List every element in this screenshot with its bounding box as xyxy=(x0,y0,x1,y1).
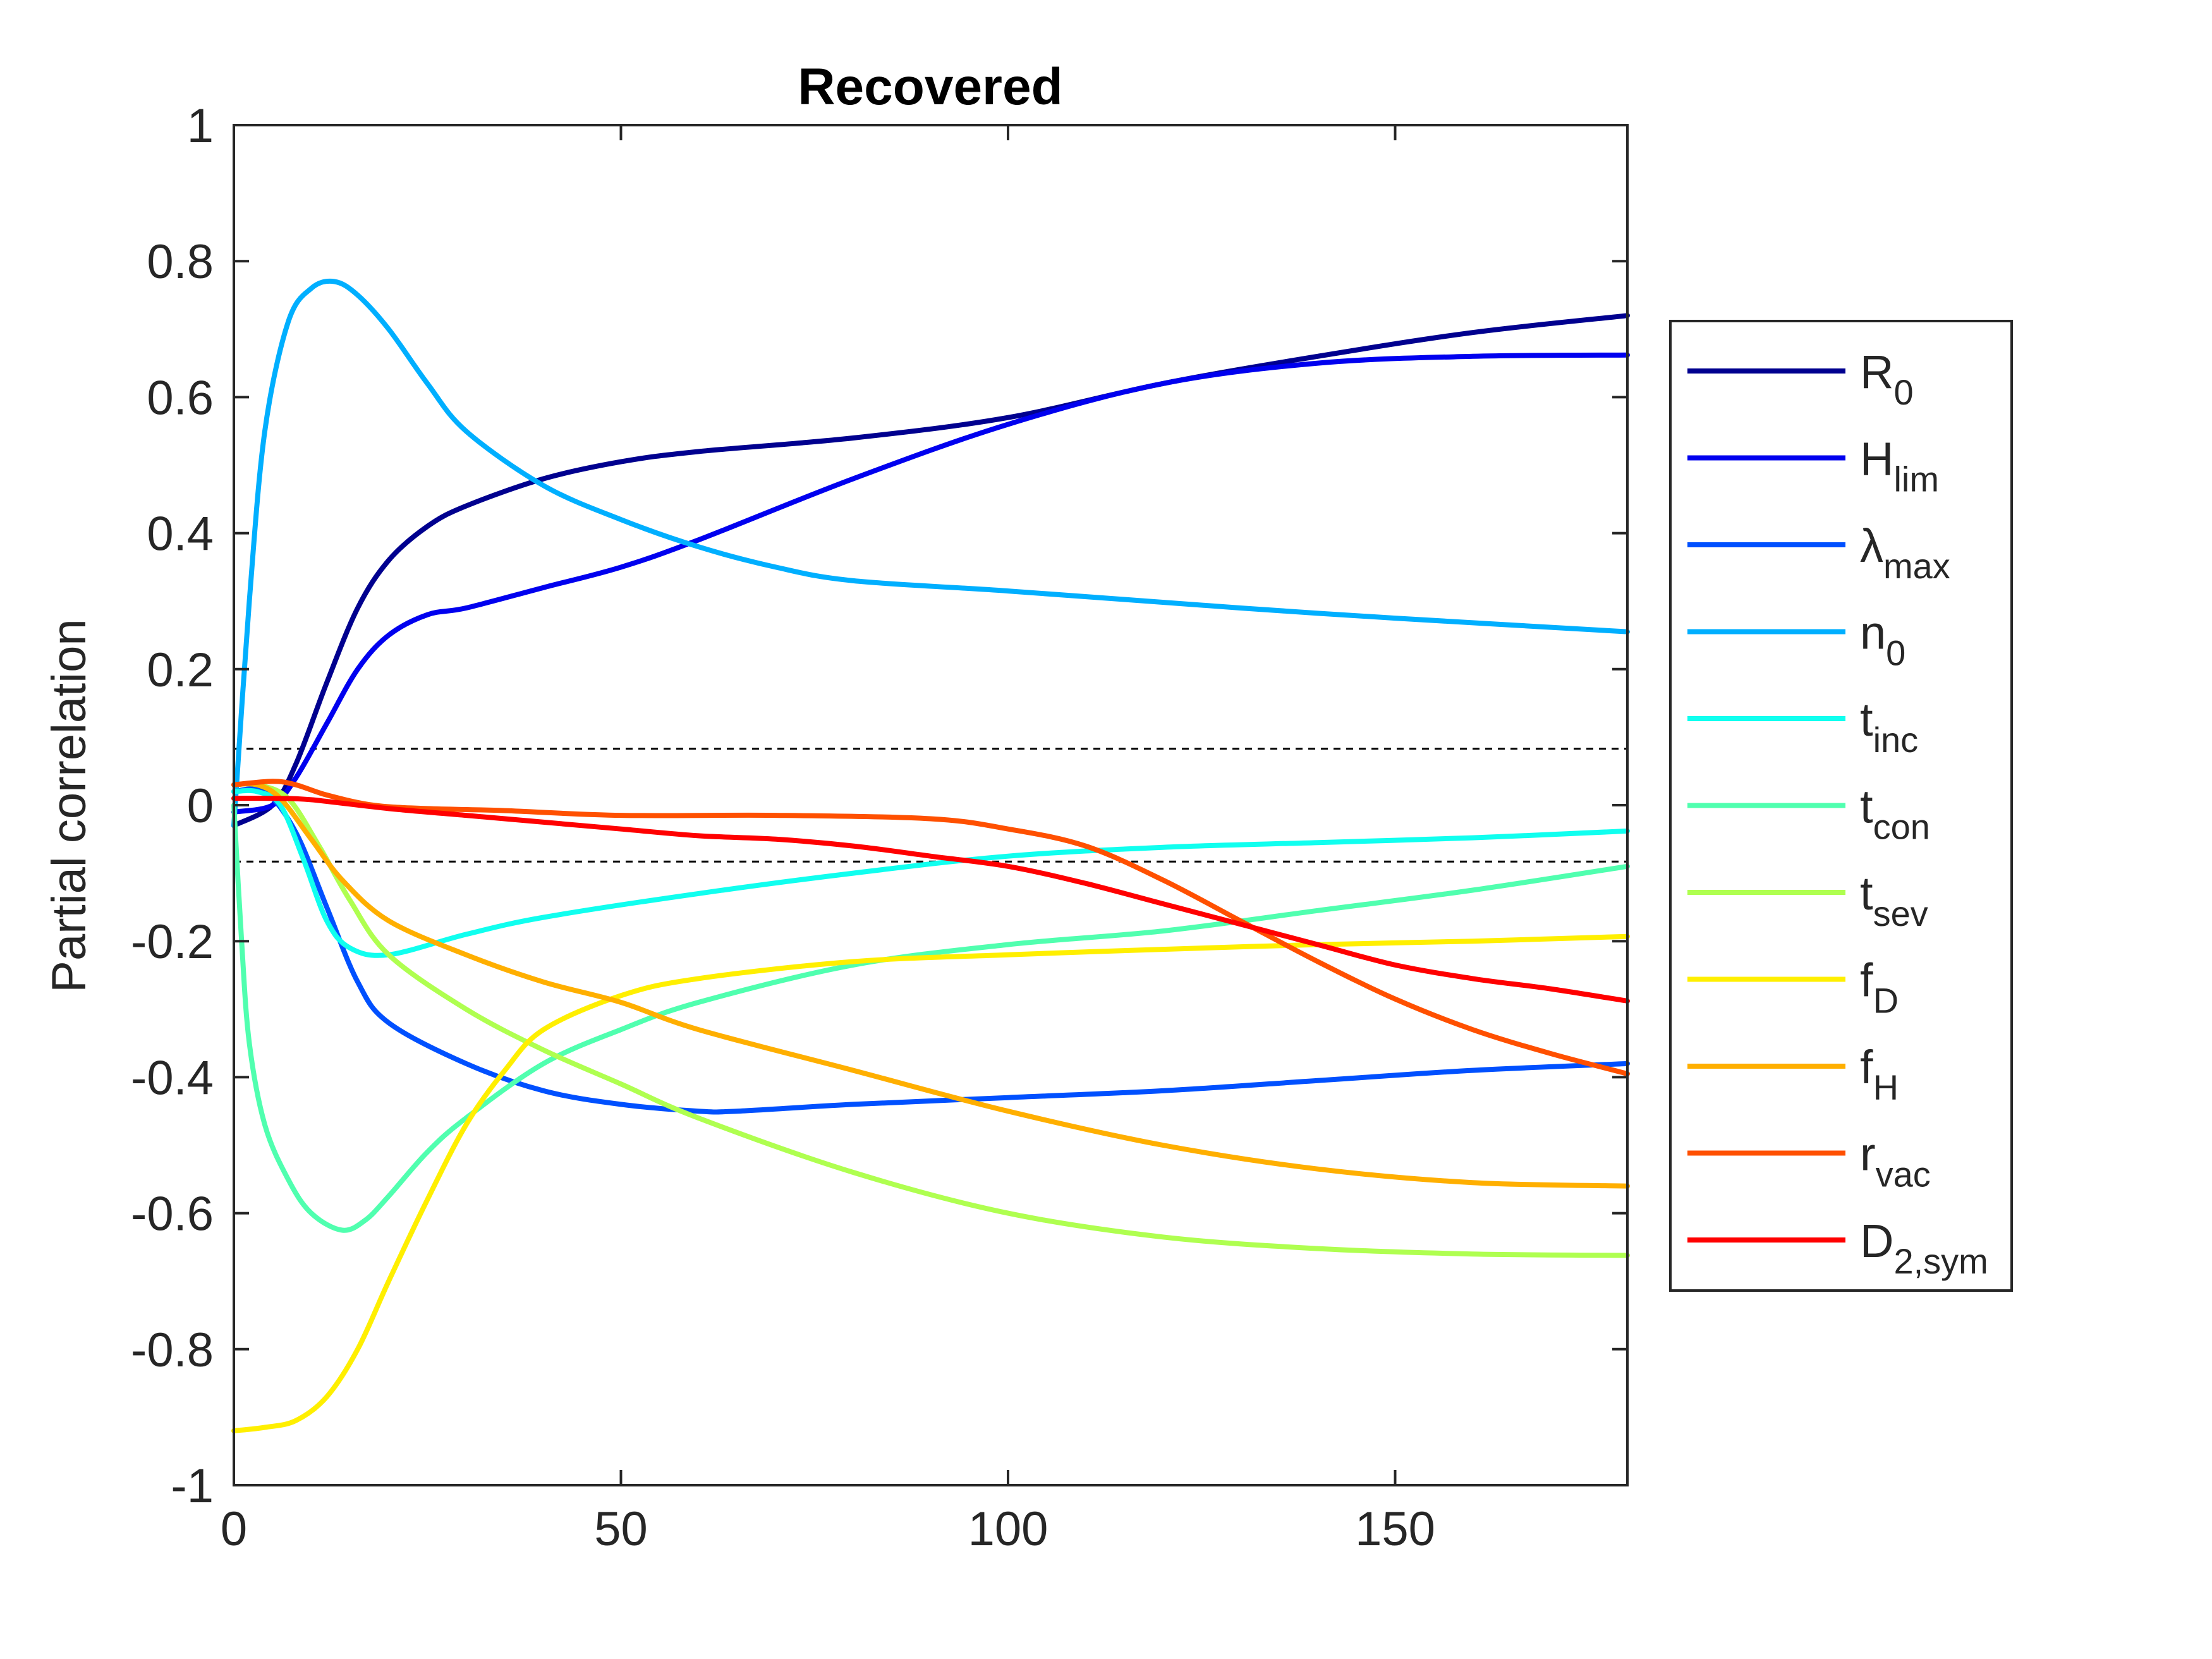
series-lines xyxy=(231,278,1630,1433)
legend-entry-label: Hlim xyxy=(1860,433,1939,499)
y-tick-label: 0 xyxy=(187,779,214,833)
x-tick-labels: 0 50 100 150 xyxy=(221,1502,1435,1556)
y-tick-labels: 1 0.8 0.6 0.4 0.2 0 -0.2 -0.4 -0.6 -0.8 -1 xyxy=(131,99,214,1513)
legend-entry-label: rvac xyxy=(1860,1128,1931,1194)
legend: R0 Hlim λmax n0 tinc tcon tsev fD fH rvac D2,sym xyxy=(1669,320,2013,1292)
plot-area xyxy=(231,124,1630,1486)
series-line-h-lim xyxy=(231,352,1630,815)
legend-entry-label: tinc xyxy=(1860,693,1918,760)
y-tick-label: 1 xyxy=(187,99,214,153)
legend-entry-label: n0 xyxy=(1860,607,1905,673)
legend-entry-label: fD xyxy=(1860,954,1899,1021)
chart-title: Recovered xyxy=(798,58,1062,116)
legend-entry-label: D2,sym xyxy=(1860,1215,1988,1281)
series-line--max xyxy=(231,786,1630,1115)
y-axis-label: Partial correlation xyxy=(42,619,96,992)
series-line-r-0 xyxy=(231,313,1630,829)
x-tick-label: 50 xyxy=(594,1502,648,1556)
legend-entry-label: tcon xyxy=(1860,781,1930,847)
y-tick-label: 0.2 xyxy=(147,643,214,697)
series-line-f-h xyxy=(231,781,1630,1189)
series-line-d-2-sym xyxy=(231,796,1630,1004)
y-tick-label: 0.6 xyxy=(147,371,214,425)
y-tick-label: -0.6 xyxy=(131,1188,214,1241)
plot-background xyxy=(234,125,1627,1485)
legend-entry-label: λmax xyxy=(1860,520,1950,586)
y-tick-label: -1 xyxy=(171,1459,214,1513)
x-tick-label: 0 xyxy=(221,1502,247,1556)
y-tick-label: -0.2 xyxy=(131,915,214,969)
y-tick-label: -0.8 xyxy=(131,1323,214,1377)
y-tick-label: 0.8 xyxy=(147,235,214,289)
y-tick-label: -0.4 xyxy=(131,1051,214,1105)
axis-ticks xyxy=(233,124,1627,1486)
series-line-n-0 xyxy=(231,278,1630,829)
x-tick-label: 150 xyxy=(1355,1502,1435,1556)
legend-entry-label: R0 xyxy=(1860,346,1914,412)
series-line-t-inc xyxy=(231,787,1630,958)
x-tick-label: 100 xyxy=(968,1502,1048,1556)
legend-entry-label: tsev xyxy=(1860,867,1928,933)
legend-entry-label: fH xyxy=(1860,1041,1899,1107)
y-tick-label: 0.4 xyxy=(147,507,214,561)
